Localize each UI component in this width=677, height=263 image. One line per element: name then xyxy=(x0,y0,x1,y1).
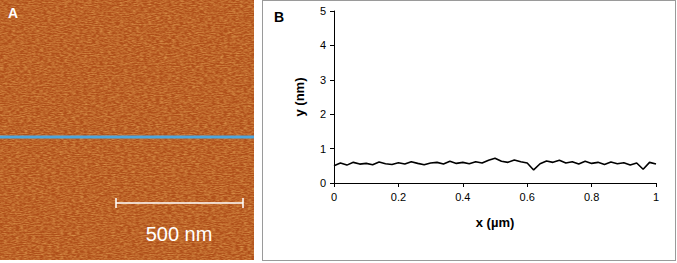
svg-text:0.8: 0.8 xyxy=(584,191,599,203)
svg-text:0: 0 xyxy=(331,191,337,203)
svg-text:2: 2 xyxy=(320,108,326,120)
svg-text:B: B xyxy=(274,9,284,25)
svg-text:500 nm: 500 nm xyxy=(146,223,213,245)
svg-text:1: 1 xyxy=(320,143,326,155)
svg-text:0: 0 xyxy=(320,177,326,189)
svg-text:y (nm): y (nm) xyxy=(292,78,307,117)
svg-text:x (µm): x (µm) xyxy=(476,215,515,230)
svg-text:A: A xyxy=(8,5,18,21)
svg-text:0.6: 0.6 xyxy=(520,191,535,203)
svg-text:3: 3 xyxy=(320,74,326,86)
svg-text:0.4: 0.4 xyxy=(455,191,470,203)
svg-text:0.2: 0.2 xyxy=(391,191,406,203)
svg-text:4: 4 xyxy=(320,39,326,51)
svg-text:1: 1 xyxy=(653,191,659,203)
svg-text:5: 5 xyxy=(320,5,326,17)
